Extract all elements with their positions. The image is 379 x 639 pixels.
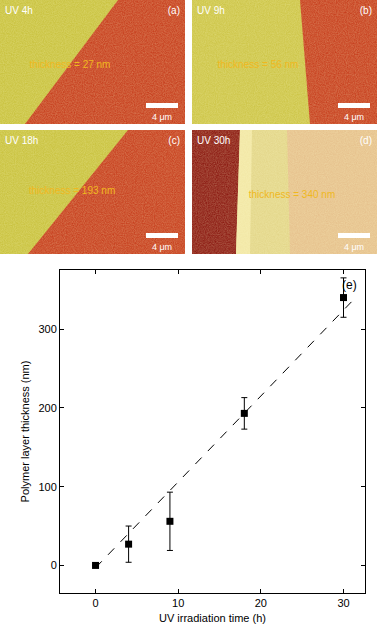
svg-text:10: 10 (172, 597, 184, 609)
svg-text:4 μm: 4 μm (344, 242, 364, 252)
svg-text:UV 30h: UV 30h (197, 135, 230, 146)
svg-text:UV 18h: UV 18h (5, 135, 38, 146)
svg-text:thickness = 193 nm: thickness = 193 nm (29, 185, 115, 196)
svg-text:thickness = 27 nm: thickness = 27 nm (30, 59, 111, 70)
svg-text:200: 200 (38, 402, 56, 414)
svg-text:(b): (b) (360, 5, 372, 16)
svg-text:UV irradiation time (h): UV irradiation time (h) (159, 612, 266, 624)
svg-text:20: 20 (255, 597, 267, 609)
svg-text:4 μm: 4 μm (152, 242, 172, 252)
svg-text:0: 0 (92, 597, 98, 609)
svg-text:4 μm: 4 μm (344, 112, 364, 122)
svg-text:0: 0 (51, 559, 57, 571)
svg-text:(e): (e) (342, 278, 357, 292)
svg-text:(a): (a) (168, 5, 180, 16)
svg-text:thickness = 56 nm: thickness = 56 nm (218, 59, 299, 70)
svg-text:UV 9h: UV 9h (197, 5, 225, 16)
svg-text:Polymer layer thickness (nm): Polymer layer thickness (nm) (19, 361, 31, 503)
svg-text:(c): (c) (168, 135, 180, 146)
svg-text:thickness = 340 nm: thickness = 340 nm (249, 189, 335, 200)
svg-text:100: 100 (38, 481, 56, 493)
svg-text:UV 4h: UV 4h (5, 5, 33, 16)
svg-text:30: 30 (337, 597, 349, 609)
svg-text:300: 300 (38, 323, 56, 335)
svg-text:(d): (d) (360, 135, 372, 146)
svg-text:4 μm: 4 μm (152, 112, 172, 122)
